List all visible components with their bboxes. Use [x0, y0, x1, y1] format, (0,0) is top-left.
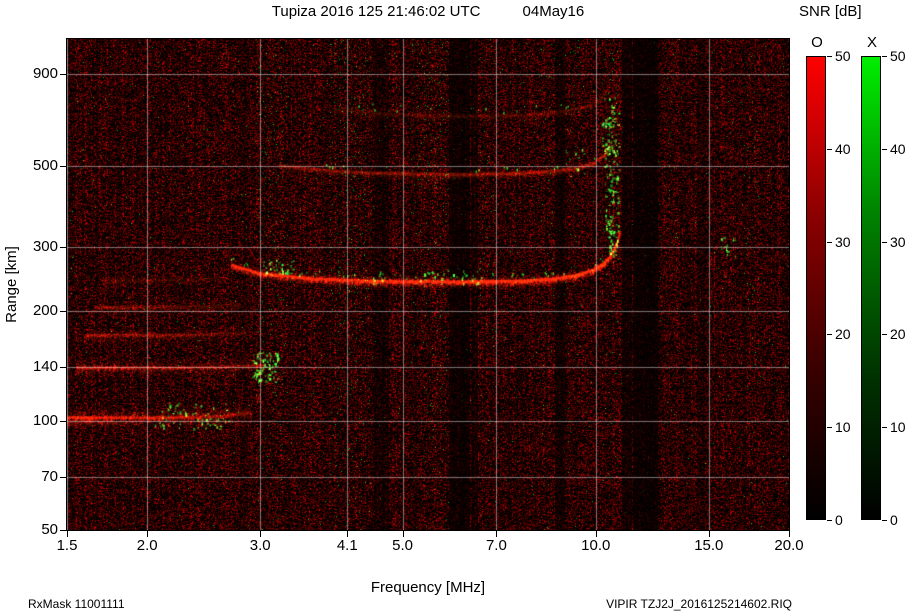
- x-tick-label: 10.0: [581, 537, 611, 554]
- title-row: Tupiza 2016 125 21:46:02 UTC 04May16: [66, 3, 790, 20]
- x-tick-mark: [708, 531, 710, 537]
- y-tick-label: 200: [32, 302, 58, 320]
- y-tick-mark: [60, 73, 66, 75]
- footer-filename: VIPIR TZJ2J_2016125214602.RIQ: [606, 597, 792, 611]
- y-tick-mark: [60, 166, 66, 168]
- y-tick-mark: [60, 420, 66, 422]
- y-tick-mark: [60, 367, 66, 369]
- x-tick-label: 1.5: [56, 537, 78, 554]
- ionogram-canvas: [67, 39, 789, 530]
- colorbar-tick-label: 40: [835, 140, 851, 157]
- colorbar-tick-mark: [882, 56, 887, 57]
- x-tick-mark: [347, 531, 349, 537]
- y-tick-label: 140: [32, 358, 58, 376]
- x-tick-mark: [147, 531, 149, 537]
- colorbar-tick-mark: [882, 334, 887, 336]
- colorbar-tick-mark: [827, 56, 832, 57]
- x-tick-label: 3.0: [249, 537, 271, 554]
- x-tick-label: 2.0: [136, 537, 158, 554]
- y-tick-label: 100: [32, 411, 58, 429]
- colorbar-tick-mark: [827, 241, 832, 243]
- colorbar-tick-mark: [882, 241, 887, 243]
- footer-rxmask: RxMask 11001111: [28, 597, 125, 611]
- colorbar-tick-mark: [882, 427, 887, 429]
- y-tick-mark: [60, 247, 66, 249]
- colorbar-tick-label: 0: [890, 512, 898, 528]
- x-tick-mark: [496, 531, 498, 537]
- colorbar-mode-label: X: [866, 34, 877, 51]
- colorbar-tick-label: 50: [890, 48, 906, 64]
- colorbar-tick-label: 50: [835, 48, 851, 64]
- colorbar-tick-mark: [882, 148, 887, 150]
- colorbar-tick-mark: [827, 334, 832, 336]
- x-axis-label: Frequency [MHz]: [370, 579, 486, 596]
- colorbar-tick-mark: [882, 520, 887, 521]
- x-tick-mark: [67, 531, 68, 537]
- plot-area: [66, 38, 790, 531]
- y-tick-label: 300: [32, 238, 58, 256]
- colorbar-tick-label: 10: [835, 419, 851, 436]
- y-tick-mark: [60, 530, 66, 531]
- colorbar-tick-label: 30: [835, 233, 851, 250]
- colorbar-tick-label: 0: [835, 512, 843, 528]
- colorbar-tick-mark: [827, 520, 832, 521]
- colorbar-title: SNR [dB]: [799, 3, 862, 20]
- x-tick-label: 5.0: [392, 537, 413, 554]
- colorbar-tick-mark: [827, 148, 832, 150]
- colorbar-o: [806, 56, 826, 520]
- x-tick-label: 20.0: [774, 537, 804, 554]
- colorbar-x: [861, 56, 881, 520]
- y-tick-mark: [60, 311, 66, 313]
- x-tick-mark: [402, 531, 404, 537]
- x-tick-label: 15.0: [694, 537, 724, 554]
- y-tick-mark: [60, 476, 66, 478]
- colorbar-tick-label: 40: [890, 140, 906, 157]
- x-tick-label: 7.0: [485, 537, 507, 554]
- x-tick-label: 4.1: [336, 537, 358, 554]
- colorbar-tick-label: 20: [835, 326, 851, 343]
- x-tick-mark: [789, 531, 790, 537]
- y-tick-label: 50: [41, 521, 58, 538]
- y-tick-label: 70: [41, 467, 58, 485]
- colorbar-tick-mark: [827, 427, 832, 429]
- x-tick-mark: [595, 531, 597, 537]
- colorbar-tick-label: 10: [890, 419, 906, 436]
- colorbar-mode-label: O: [811, 34, 823, 51]
- y-axis-label: Range [km]: [2, 246, 20, 323]
- plot-date: 04May16: [522, 3, 585, 20]
- colorbar-tick-label: 30: [890, 233, 906, 250]
- colorbar-tick-label: 20: [890, 326, 906, 343]
- x-tick-mark: [260, 531, 262, 537]
- y-tick-label: 500: [32, 157, 58, 175]
- y-tick-label: 900: [32, 64, 58, 82]
- plot-title: Tupiza 2016 125 21:46:02 UTC: [271, 3, 481, 20]
